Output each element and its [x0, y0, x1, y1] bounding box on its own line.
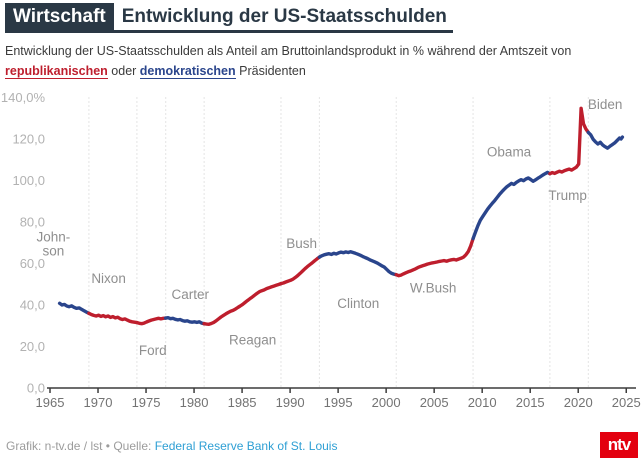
source-link[interactable]: Federal Reserve Bank of St. Louis [154, 439, 338, 453]
x-tick-label: 2000 [372, 395, 401, 410]
y-tick-label: 20,0 [20, 339, 45, 354]
president-label: Obama [487, 145, 532, 160]
y-tick-label: 120,0 [12, 132, 45, 147]
credit-text: Grafik: n-tv.de / lst • Quelle: [6, 439, 155, 453]
x-tick-label: 2015 [516, 395, 545, 410]
x-tick-label: 1995 [324, 395, 353, 410]
y-tick-label: 140,0% [1, 90, 46, 105]
series-carter [163, 316, 206, 326]
x-axis-ticks [49, 388, 627, 393]
x-tick-label: 1985 [228, 395, 257, 410]
x-tick-label: 1980 [180, 395, 209, 410]
president-label: Carter [171, 287, 209, 302]
series-clinton [317, 249, 398, 277]
president-label: Trump [548, 188, 587, 203]
term-change-gridlines [88, 97, 589, 388]
president-label: Bush [286, 236, 317, 251]
ntv-logo-text: ntv [607, 435, 631, 454]
x-tick-label: 2005 [420, 395, 449, 410]
president-labels: John-son Nixon Ford Carter Reagan Bush Clinton… [36, 97, 622, 358]
series-johnson [57, 301, 91, 315]
y-tick-label: 100,0 [12, 173, 45, 188]
footer-credit: Grafik: n-tv.de / lst • Quelle: Federal … [6, 439, 337, 453]
subtitle-connector: oder [107, 64, 140, 78]
series-ford [135, 316, 168, 326]
democratic-term-label: demokratischen [139, 64, 236, 79]
x-tick-label: 2010 [468, 395, 497, 410]
subtitle-tail: Präsidenten [235, 64, 306, 78]
y-tick-labels: 0,0 20,0 40,0 60,0 80,0 100,0 120,0 140,0% [1, 90, 46, 396]
x-tick-label: 1975 [132, 395, 161, 410]
x-tick-label: 2025 [612, 395, 641, 410]
series-reagan [202, 281, 283, 326]
president-label: Biden [588, 97, 623, 112]
page-title: Entwicklung der US-Staatsschulden [113, 3, 453, 33]
subtitle-line1: Entwicklung der US-Staatsschulden als An… [5, 44, 572, 58]
president-label: Ford [139, 343, 167, 358]
series-trump [548, 106, 590, 176]
header: Wirtschaft Entwicklung der US-Staatsschu… [5, 3, 453, 33]
x-tick-label: 1965 [36, 395, 65, 410]
section-badge: Wirtschaft [5, 3, 114, 33]
y-tick-label: 40,0 [20, 298, 45, 313]
series-obama [471, 170, 552, 241]
president-label: W.Bush [410, 281, 457, 296]
series-nixon [87, 311, 139, 325]
ntv-logo: ntv [600, 432, 638, 458]
y-tick-label: 0,0 [27, 381, 45, 396]
x-tick-labels: 1965 1970 1975 1980 1985 1990 1995 2000 2005 2010… [36, 395, 641, 410]
series-biden [586, 130, 625, 150]
republican-term-label: republikanischen [5, 64, 108, 79]
x-tick-label: 1990 [276, 395, 305, 410]
president-label: John-son [36, 230, 70, 259]
series-bush [279, 255, 322, 286]
x-tick-label: 1970 [84, 395, 113, 410]
president-label: Nixon [91, 271, 126, 286]
president-label: Reagan [229, 332, 276, 347]
subtitle: Entwicklung der US-Staatsschulden als An… [5, 41, 615, 81]
president-label: Clinton [337, 296, 379, 311]
y-tick-label: 80,0 [20, 215, 45, 230]
y-tick-label: 60,0 [20, 256, 45, 271]
series-wbush [394, 236, 475, 278]
x-tick-label: 2020 [564, 395, 593, 410]
